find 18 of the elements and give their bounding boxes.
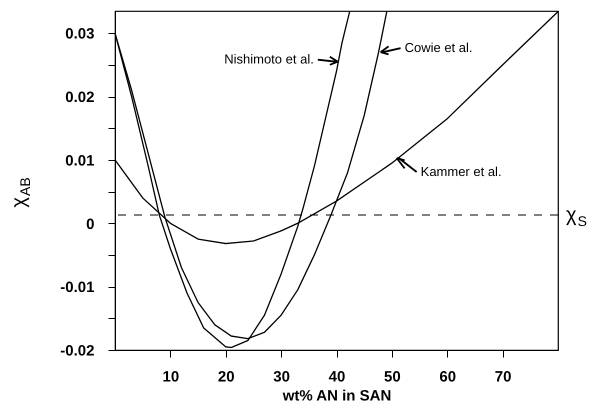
y-tick-label: 0.02	[65, 89, 94, 106]
x-axis-title: wt% AN in SAN	[282, 388, 392, 404]
x-tick-label: 40	[328, 368, 346, 386]
x-tick-label: 60	[439, 368, 456, 386]
y-tick-label: 0.03	[65, 26, 94, 43]
annotation: Cowie et al.	[404, 40, 473, 56]
x-tick-label: 70	[494, 368, 512, 386]
x-tick-label: 10	[162, 368, 180, 386]
y-tick-label: -0.02	[60, 342, 94, 360]
y-tick-label: 0.01	[65, 152, 94, 170]
annotation: Nishimoto et al.	[224, 52, 314, 67]
y-tick-label: -0.01	[60, 279, 94, 296]
x-tick-label: 20	[218, 368, 235, 386]
y-axis-title: χAB	[8, 177, 33, 208]
x-tick-label: 50	[384, 368, 401, 386]
y-tick-label: 0	[86, 216, 94, 233]
annotation: Kammer et al.	[420, 164, 502, 180]
x-tick-label: 30	[273, 368, 290, 386]
